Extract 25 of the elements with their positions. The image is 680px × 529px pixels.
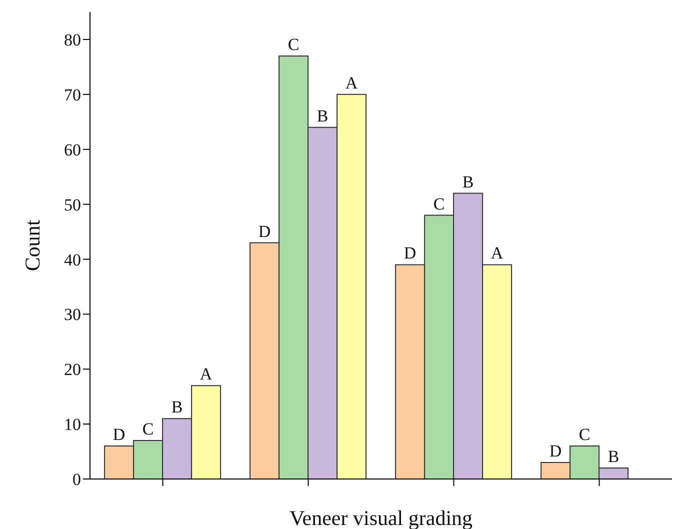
- text: A: [490, 244, 504, 263]
- text: C: [578, 425, 590, 444]
- y-tick-label: 50: [64, 195, 81, 214]
- series-label: A: [200, 364, 213, 384]
- y-tick-label: 30: [64, 305, 81, 324]
- text: D: [404, 244, 416, 263]
- y-tick-label: 40: [64, 250, 81, 270]
- text: C: [433, 194, 445, 214]
- y-axis-title: Count: [20, 220, 44, 272]
- y-tick-label: 0: [72, 470, 81, 490]
- text: B: [462, 172, 474, 192]
- series-label: D: [112, 425, 126, 444]
- series-label: C: [142, 420, 154, 439]
- text: C: [288, 34, 300, 54]
- y-tick-label: 80: [64, 30, 81, 50]
- text: D: [549, 442, 562, 461]
- text: B: [316, 106, 328, 126]
- series-label: B: [171, 398, 183, 417]
- y-tick-label: 60: [64, 140, 81, 160]
- text: D: [258, 222, 271, 241]
- text: A: [345, 73, 358, 92]
- text: B: [608, 447, 620, 466]
- y-tick-label: 10: [64, 415, 81, 434]
- y-tick-label: 70: [64, 85, 81, 104]
- y-tick-label: 20: [64, 360, 81, 380]
